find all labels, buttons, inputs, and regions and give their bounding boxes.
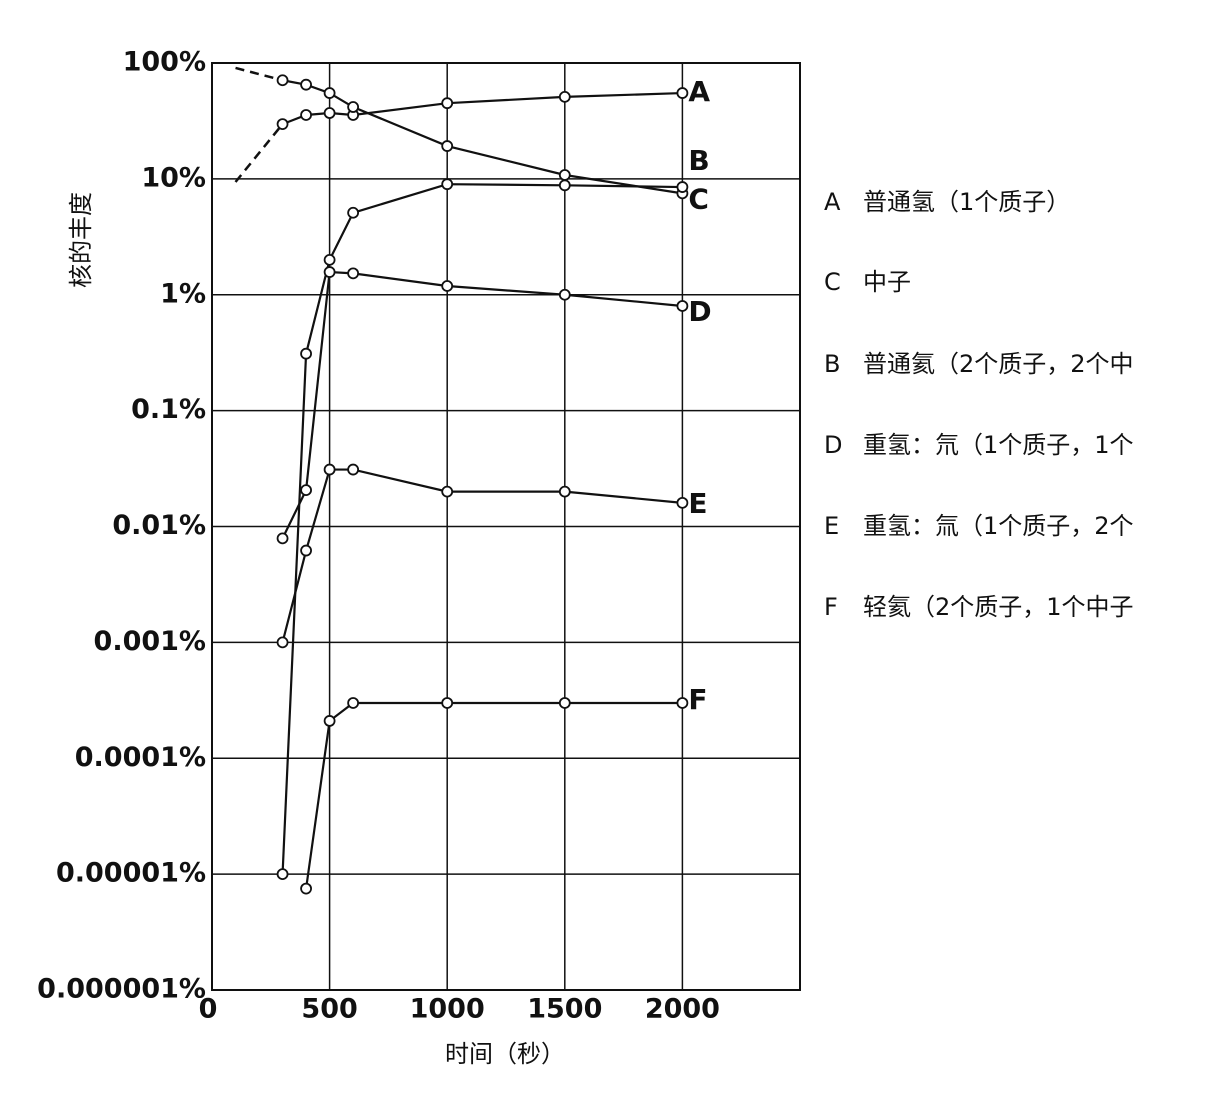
data-point <box>441 97 454 110</box>
y-tick-label: 0.0001% <box>75 742 206 773</box>
legend-key: A <box>824 188 841 216</box>
x-tick-label: 2000 <box>645 994 720 1025</box>
series-end-label: C <box>688 182 709 215</box>
data-point <box>323 266 336 278</box>
legend-key: F <box>824 593 838 621</box>
y-tick-label: 100% <box>123 47 206 78</box>
data-point <box>676 300 689 312</box>
data-point <box>347 463 360 476</box>
data-point <box>300 484 312 497</box>
y-tick-label: 0.001% <box>94 626 206 657</box>
series-end-label: E <box>688 487 707 520</box>
y-tick-label: 0.000001% <box>37 974 206 1005</box>
lead-segment <box>234 123 284 183</box>
data-point <box>323 107 336 119</box>
data-point <box>347 697 360 709</box>
legend-key: B <box>824 350 840 378</box>
series-line <box>281 270 683 539</box>
data-point <box>323 253 336 266</box>
series-end-label: F <box>688 683 707 716</box>
data-point <box>276 636 289 649</box>
data-point <box>558 288 571 301</box>
x-tick-label: 1500 <box>527 994 602 1025</box>
data-point <box>276 868 289 881</box>
legend-key: C <box>824 268 841 296</box>
legend-label: 中子 <box>863 268 911 296</box>
y-tick-label: 0.1% <box>131 394 206 425</box>
data-point <box>676 87 689 99</box>
data-point <box>441 697 454 709</box>
data-point <box>558 179 571 192</box>
data-point <box>558 485 571 498</box>
y-tick-label: 0.01% <box>112 510 206 541</box>
y-tick-label: 1% <box>160 278 206 309</box>
x-tick-label: 0 <box>199 994 218 1025</box>
legend-label: 普通氢（1个质子） <box>863 188 1070 216</box>
data-point <box>300 882 312 895</box>
legend-key: D <box>824 431 842 459</box>
series-end-label: A <box>688 75 710 108</box>
lead-segment <box>235 66 283 82</box>
data-point <box>300 544 312 557</box>
data-point <box>558 90 571 103</box>
data-point <box>323 87 336 99</box>
data-point <box>276 118 289 130</box>
data-point <box>347 101 360 113</box>
data-point <box>441 280 454 292</box>
series-end-label: D <box>688 295 711 328</box>
data-point <box>558 697 571 709</box>
x-axis-label: 时间（秒） <box>445 1040 565 1068</box>
y-tick-label: 10% <box>141 162 206 193</box>
y-tick-label: 0.00001% <box>56 858 206 889</box>
data-point <box>441 140 454 152</box>
data-point <box>441 485 454 498</box>
legend-label: 轻氦（2个质子，1个中子 <box>863 593 1134 621</box>
x-tick-label: 1000 <box>410 994 485 1025</box>
x-tick-label: 500 <box>301 994 357 1025</box>
data-point <box>347 267 360 280</box>
data-point <box>300 109 312 121</box>
legend-label: 普通氦（2个质子，2个中 <box>863 350 1134 378</box>
legend-key: E <box>824 512 839 540</box>
data-point <box>676 496 689 509</box>
data-point <box>300 78 312 91</box>
data-point <box>347 206 360 219</box>
data-point <box>676 697 689 709</box>
series-end-label: B <box>688 144 709 177</box>
data-point <box>276 532 289 545</box>
data-point <box>676 181 689 193</box>
data-point <box>558 169 571 181</box>
data-point <box>323 463 336 476</box>
series-line <box>304 701 683 889</box>
series-line <box>282 79 683 195</box>
series-line <box>282 91 683 126</box>
legend-label: 重氢：氚（1个质子，2个 <box>863 512 1134 540</box>
data-point <box>300 347 312 360</box>
data-point <box>276 74 289 87</box>
y-axis-label: 核的丰度 <box>67 192 95 288</box>
series-line <box>281 468 683 643</box>
data-point <box>441 178 454 191</box>
data-point <box>323 715 336 727</box>
legend-label: 重氢：氘（1个质子，1个 <box>863 431 1134 459</box>
